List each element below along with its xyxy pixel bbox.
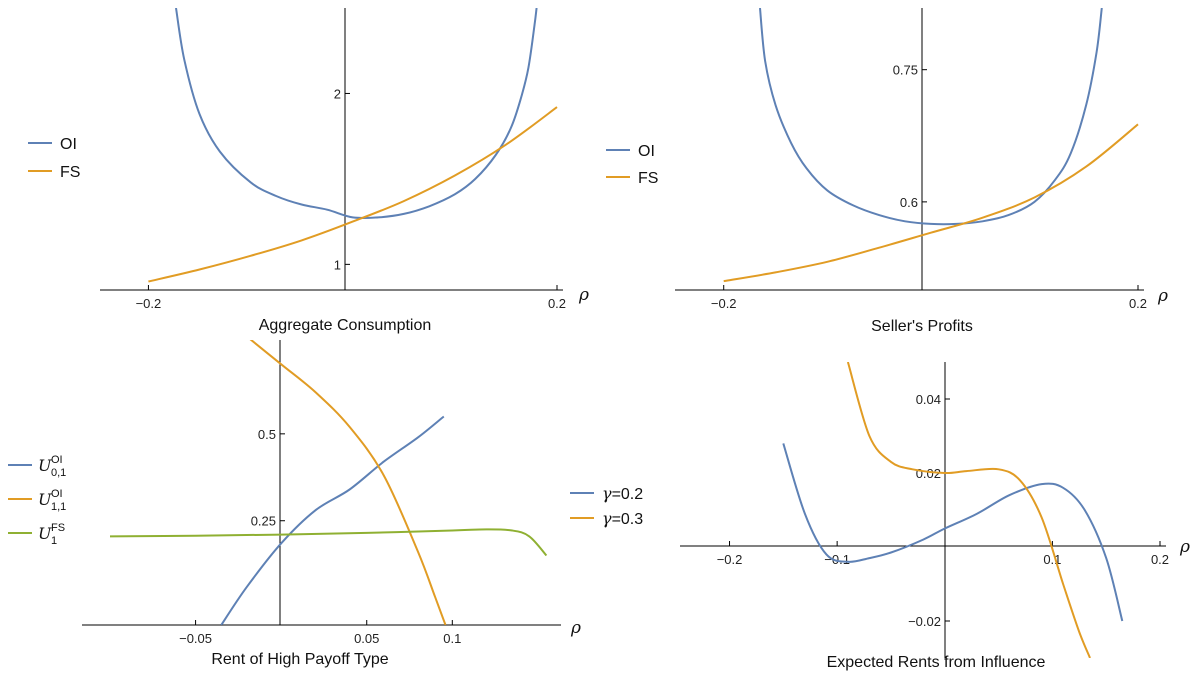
- y-tick-label: −0.02: [908, 614, 941, 629]
- x-tick-label: 0.2: [1129, 296, 1147, 311]
- svg-text:FS: FS: [51, 522, 65, 534]
- chart-panel-3: −0.05 0.05 0.1 0.25 0.5 ρ Rent of High Payoff …: [8, 340, 581, 668]
- svg-text:1: 1: [51, 535, 57, 547]
- x-axis-label: ρ: [570, 618, 581, 638]
- svg-text:0,1: 0,1: [51, 467, 66, 479]
- series-line-1: [220, 415, 445, 625]
- x-tick-label: −0.05: [179, 631, 212, 646]
- legend-label: OI: [60, 136, 77, 153]
- svg-text:U: U: [38, 524, 52, 543]
- chart-panel-4: −0.2 −0.1 0.1 0.2 −0.02 0.02 0.04 ρ Expected Ren…: [570, 362, 1190, 671]
- y-tick-label: 0.6: [900, 195, 918, 210]
- legend-label: γ=0.3: [602, 509, 643, 528]
- legend-label: U OI1,1: [38, 488, 66, 513]
- x-tick-label: −0.1: [824, 552, 850, 567]
- y-tick-label: 2: [334, 86, 341, 101]
- y-tick-label: 0.04: [916, 392, 941, 407]
- legend-label: FS: [638, 170, 658, 187]
- series-line-1: [759, 8, 1103, 226]
- x-tick-label: 0.2: [548, 296, 566, 311]
- legend-label: γ=0.2: [602, 484, 643, 503]
- legend-label: U OI0,1: [38, 454, 66, 479]
- chart-title: Rent of High Payoff Type: [211, 651, 388, 668]
- y-tick-label: 0.75: [893, 63, 918, 78]
- x-axis-label: ρ: [1157, 286, 1168, 306]
- legend-label: FS: [60, 164, 80, 181]
- chart-title: Aggregate Consumption: [259, 317, 432, 334]
- series-line-2: [249, 340, 447, 625]
- y-tick-label: 1: [334, 257, 341, 272]
- x-tick-label: −0.2: [711, 296, 737, 311]
- x-axis-label: ρ: [578, 285, 589, 305]
- series-line-1: [782, 443, 1124, 622]
- y-tick-label: 0.5: [258, 427, 276, 442]
- svg-text:U: U: [38, 456, 52, 475]
- x-tick-label: 0.05: [354, 631, 379, 646]
- series-line-2: [723, 123, 1139, 283]
- x-tick-label: −0.2: [136, 296, 162, 311]
- svg-text:OI: OI: [51, 454, 63, 466]
- x-tick-label: 0.1: [443, 631, 461, 646]
- x-axis-label: ρ: [1179, 537, 1190, 557]
- series-line-3: [109, 528, 548, 557]
- series-line-2: [846, 362, 1091, 658]
- chart-panel-2: −0.2 0.2 0.6 0.75 ρ Seller's Profits OI FS: [606, 8, 1168, 335]
- x-tick-label: −0.2: [717, 552, 743, 567]
- svg-text:OI: OI: [51, 488, 63, 500]
- legend-label: OI: [638, 143, 655, 160]
- svg-text:U: U: [38, 490, 52, 509]
- legend-label: U FS1: [38, 522, 65, 547]
- series-line-2: [148, 106, 558, 283]
- series-line-1: [175, 8, 538, 220]
- chart-panel-1: −0.2 0.2 1 2 ρ Aggregate Consumption OI FS: [28, 8, 589, 334]
- y-tick-label: 0.02: [916, 466, 941, 481]
- svg-text:1,1: 1,1: [51, 501, 66, 513]
- chart-title: Expected Rents from Influence: [827, 654, 1046, 671]
- chart-title: Seller's Profits: [871, 318, 973, 335]
- x-tick-label: 0.1: [1043, 552, 1061, 567]
- x-tick-label: 0.2: [1151, 552, 1169, 567]
- y-tick-label: 0.25: [251, 514, 276, 529]
